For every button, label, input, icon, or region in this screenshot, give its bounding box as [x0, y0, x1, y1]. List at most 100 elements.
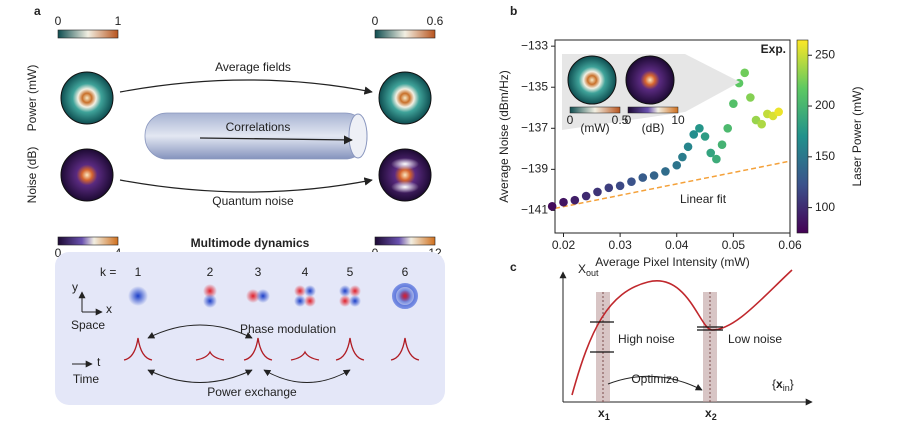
- label: Correlations: [226, 120, 291, 134]
- point: [717, 140, 727, 150]
- point: [746, 93, 755, 102]
- text-part: 2: [712, 412, 717, 422]
- point: [627, 177, 636, 186]
- mode-lobe: [203, 284, 217, 298]
- label: Space: [71, 318, 105, 332]
- x-axis-label: Average Pixel Intensity (mW): [595, 255, 750, 269]
- band: [596, 292, 610, 402]
- noise-lobe: [391, 158, 419, 170]
- label: High noise: [618, 332, 675, 346]
- inset-noise: [625, 55, 675, 105]
- noise-in-image: [60, 148, 114, 202]
- mode-lobe: [203, 294, 217, 308]
- y-tick-label: −141: [521, 203, 548, 217]
- point: [683, 142, 693, 152]
- response-curve: [571, 269, 793, 396]
- y-tick-label: −133: [521, 38, 548, 52]
- label: (mW): [580, 121, 609, 135]
- x-tick-label: 0.04: [665, 238, 689, 252]
- mode-number: 6: [402, 265, 409, 279]
- y-axis-label: Average Noise (dBm/Hz): [497, 70, 511, 203]
- point: [581, 191, 591, 201]
- y-tick-label: −137: [521, 120, 548, 134]
- text-part: 1: [605, 412, 610, 422]
- band: [703, 292, 717, 402]
- power-in-image: [60, 71, 114, 125]
- pulse: [195, 350, 225, 361]
- colorbar-tick-label: 250: [815, 47, 835, 61]
- label: Phase modulation: [240, 322, 336, 336]
- colorbar-tick-label: 0: [625, 113, 632, 127]
- arrow: [607, 375, 703, 391]
- label: Low noise: [728, 332, 782, 346]
- point: [661, 167, 670, 176]
- text-part: }: [790, 377, 794, 391]
- mode-lobe: [246, 289, 260, 303]
- colorbar-tick-label: 0: [55, 14, 62, 28]
- point: [547, 202, 557, 211]
- x-tick-label: 0.03: [608, 238, 632, 252]
- colorbar-tick-label: 0.6: [427, 14, 444, 28]
- legend-label: Linear fit: [680, 192, 727, 206]
- mode-number: 1: [135, 265, 142, 279]
- point: [723, 123, 733, 133]
- text-part: out: [586, 268, 599, 278]
- y-tick-label: −135: [521, 79, 548, 93]
- colorbar: [627, 106, 679, 114]
- x-tick-label: 0.06: [778, 238, 802, 252]
- point: [570, 195, 580, 205]
- colorbar-label: Laser Power (mW): [850, 86, 864, 186]
- text-part: x: [776, 377, 783, 391]
- text-part: x: [705, 406, 712, 420]
- colorbar-tick-label: 0: [55, 246, 62, 260]
- arrow: [199, 135, 353, 145]
- point: [638, 173, 648, 182]
- label: Power exchange: [207, 385, 297, 399]
- colorbar-tick-label: 0: [567, 113, 574, 127]
- point: [740, 68, 749, 78]
- point: [604, 183, 614, 193]
- arrow: [147, 369, 253, 383]
- text-part: {: [772, 377, 776, 391]
- noise-lobe: [391, 181, 419, 193]
- point: [700, 132, 710, 141]
- noise-out-image: [378, 148, 432, 202]
- mode-number: 3: [255, 265, 262, 279]
- point: [689, 130, 699, 139]
- arrow: [147, 324, 253, 339]
- point: [649, 171, 659, 180]
- colorbar-tick-label: 200: [815, 98, 835, 112]
- point: [774, 107, 783, 117]
- mode-lobe: [294, 295, 306, 307]
- fiber-end: [348, 113, 368, 159]
- pulse: [335, 337, 365, 361]
- arrow: [119, 79, 373, 95]
- label: Power (mW): [25, 65, 39, 132]
- label: Quantum noise: [212, 194, 294, 208]
- mode-number: 5: [347, 265, 354, 279]
- text-part: x: [598, 406, 605, 420]
- mode-lobe: [304, 295, 316, 307]
- label: Average fields: [215, 60, 291, 74]
- power-out-image: [378, 71, 432, 125]
- label: k =: [100, 265, 116, 279]
- mode-number: 4: [302, 265, 309, 279]
- label: (dB): [642, 121, 665, 135]
- x-tick-label: 0.05: [722, 238, 746, 252]
- x-position-label: x2: [705, 406, 717, 422]
- mode-lobe: [349, 295, 361, 307]
- colorbar: [57, 236, 119, 246]
- colorbar-tick-label: 100: [815, 200, 835, 214]
- mode-lobe: [399, 290, 411, 302]
- point: [706, 148, 716, 158]
- label: Noise (dB): [25, 147, 39, 204]
- x-position-label: x1: [598, 406, 610, 422]
- plot-frame: [554, 39, 791, 234]
- point: [672, 160, 682, 170]
- pulse: [390, 337, 420, 361]
- colorbar: [569, 106, 621, 114]
- panel-label: a: [34, 4, 41, 18]
- point: [615, 181, 625, 191]
- label: t: [97, 355, 101, 369]
